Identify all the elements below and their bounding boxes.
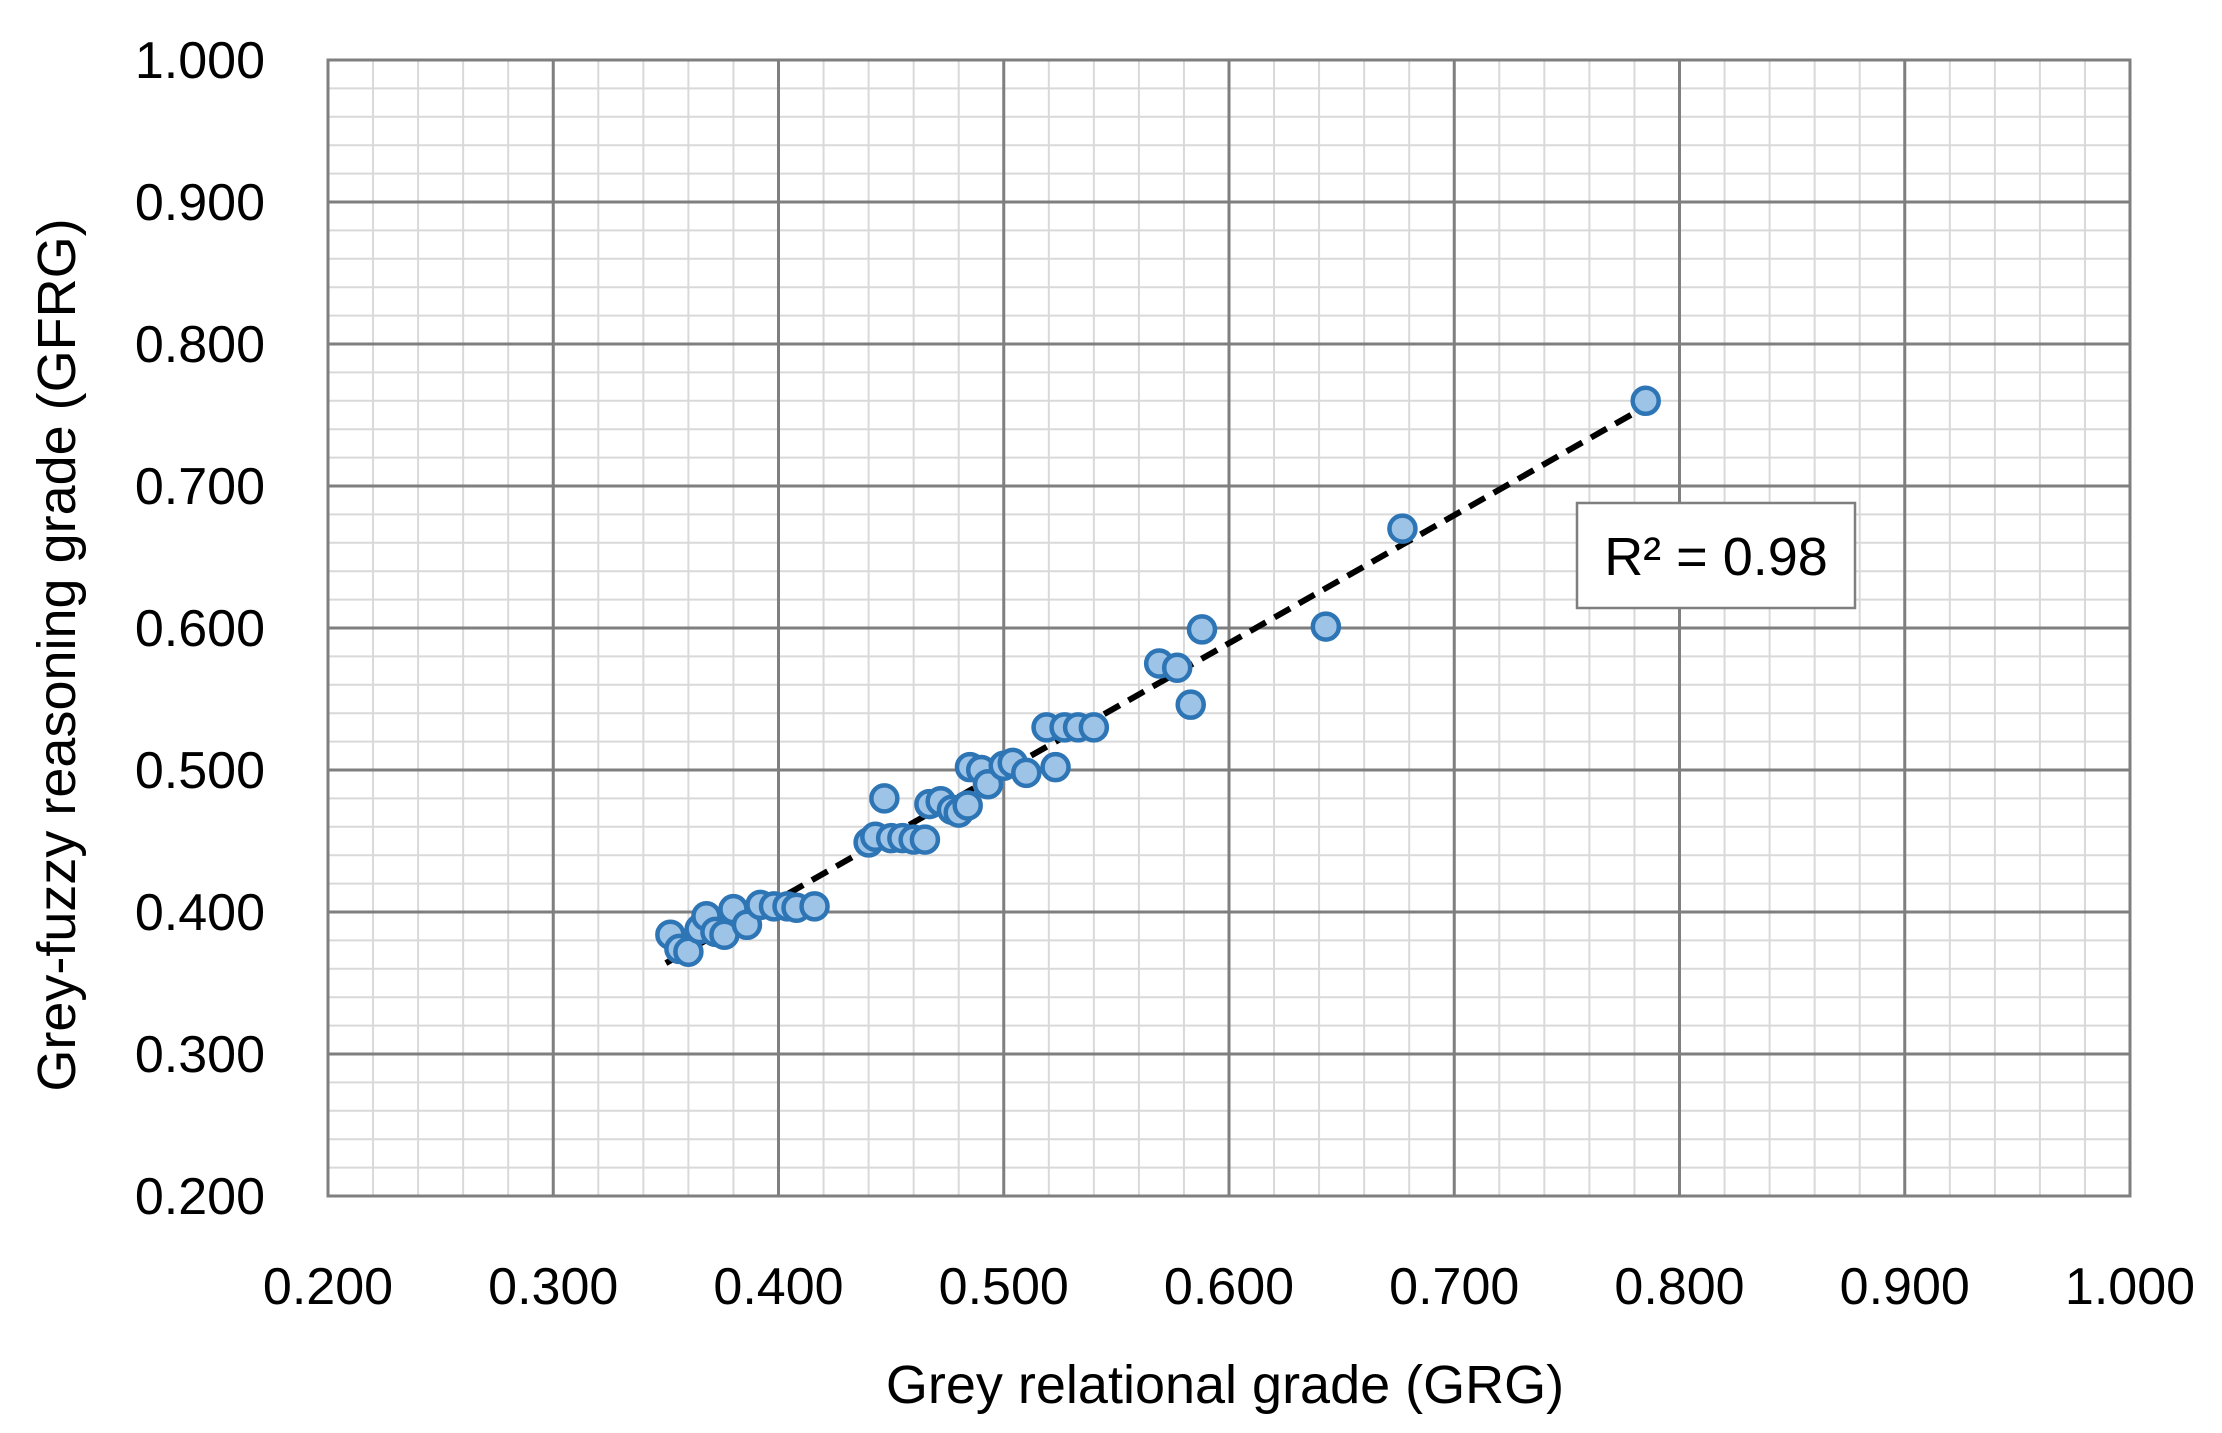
data-point bbox=[1186, 614, 1218, 645]
x-tick-label: 0.800 bbox=[1614, 1258, 1744, 1316]
data-point bbox=[1175, 689, 1206, 720]
plot-area-frame bbox=[326, 58, 2132, 1198]
major-grid bbox=[328, 60, 2130, 1196]
data-point bbox=[1161, 652, 1193, 684]
data-point bbox=[1078, 712, 1110, 743]
data-point bbox=[1387, 513, 1418, 544]
data-point bbox=[909, 824, 941, 855]
x-tick-label: 0.400 bbox=[713, 1258, 843, 1316]
x-tick-label: 0.600 bbox=[1164, 1258, 1294, 1316]
y-tick-label: 0.200 bbox=[135, 1168, 265, 1226]
y-tick-label: 1.000 bbox=[135, 32, 265, 90]
y-axis-ticks: 0.200 0.300 0.400 0.500 0.600 0.700 0.800 0.900… bbox=[135, 32, 265, 1226]
data-point bbox=[1630, 385, 1661, 417]
data-points bbox=[655, 385, 1661, 968]
r-squared-box bbox=[1575, 501, 1857, 610]
r-squared-annotation: R² = 0.98 bbox=[1575, 501, 1857, 610]
x-tick-label: 0.200 bbox=[263, 1258, 393, 1316]
x-tick-label: 0.500 bbox=[939, 1258, 1069, 1316]
x-tick-label: 1.000 bbox=[2065, 1258, 2195, 1316]
y-axis-title: Grey-fuzzy reasoning grade (GFRG) bbox=[27, 218, 87, 1091]
data-point bbox=[799, 891, 830, 922]
y-tick-label: 0.800 bbox=[135, 316, 265, 374]
data-point bbox=[952, 790, 983, 821]
y-tick-label: 0.500 bbox=[135, 742, 265, 800]
x-tick-label: 0.700 bbox=[1389, 1258, 1519, 1316]
data-point bbox=[1011, 757, 1042, 789]
x-axis-title: Grey relational grade (GRG) bbox=[886, 1355, 1564, 1415]
x-axis-ticks: 0.200 0.300 0.400 0.500 0.600 0.700 0.800 0.900… bbox=[263, 1258, 2195, 1316]
x-tick-label: 0.300 bbox=[488, 1258, 618, 1316]
y-tick-label: 0.900 bbox=[135, 174, 265, 232]
data-point bbox=[869, 783, 900, 814]
y-tick-label: 0.600 bbox=[135, 600, 265, 658]
trendline bbox=[664, 403, 1648, 966]
y-tick-label: 0.700 bbox=[135, 458, 265, 516]
y-tick-label: 0.300 bbox=[135, 1026, 265, 1084]
y-tick-label: 0.400 bbox=[135, 884, 265, 942]
data-point bbox=[1040, 751, 1071, 783]
data-point bbox=[1310, 611, 1342, 642]
r-squared-label: R² = 0.98 bbox=[1604, 527, 1828, 587]
x-tick-label: 0.900 bbox=[1840, 1258, 1970, 1316]
